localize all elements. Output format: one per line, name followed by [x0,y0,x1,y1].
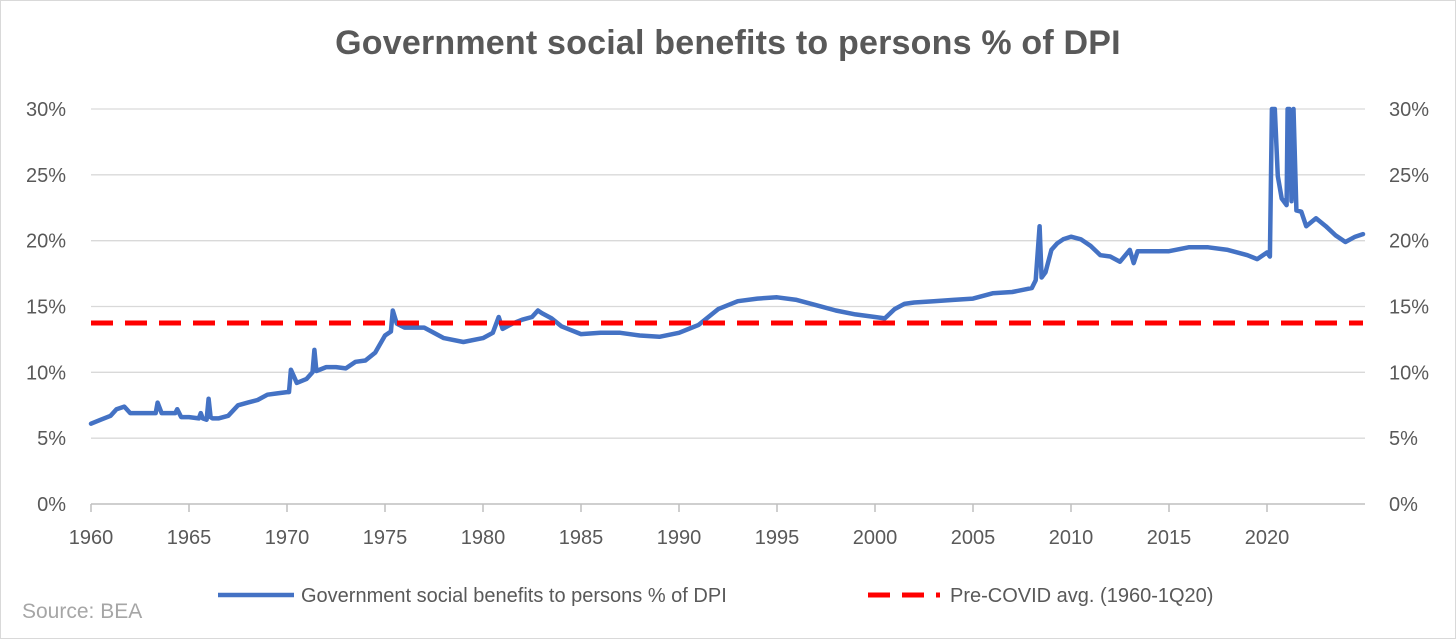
y-tick-label-right: 0% [1389,494,1418,516]
y-tick-label-left: 5% [37,428,66,450]
x-tick-label: 1960 [69,527,114,549]
x-tick-label: 1975 [363,527,408,549]
legend-label-precovid-average: Pre-COVID avg. (1960-1Q20) [950,585,1213,607]
chart-title: Government social benefits to persons % … [335,24,1121,62]
source-note: Source: BEA [22,600,143,623]
x-tick-label: 2005 [951,527,996,549]
y-axis-right: 0% 5% 10% 15% 20% 25% 30% [1389,99,1429,516]
legend: Government social benefits to persons % … [218,585,1213,607]
x-tick-label: 2010 [1049,527,1094,549]
y-tick-label-right: 20% [1389,231,1429,253]
x-tick-label: 1985 [559,527,604,549]
x-tick-label: 2020 [1245,527,1290,549]
y-tick-label-left: 30% [26,99,66,121]
x-tick-label: 1995 [755,527,800,549]
y-tick-label-right: 15% [1389,297,1429,319]
y-tick-label-left: 15% [26,297,66,319]
series-layer [88,106,1366,426]
x-tick-label: 1980 [461,527,506,549]
y-tick-label-left: 20% [26,231,66,253]
gridlines [91,108,1365,439]
y-tick-label-right: 5% [1389,428,1418,450]
y-tick-label-left: 25% [26,165,66,187]
x-tick-label: 2015 [1147,527,1192,549]
x-tick-label: 1970 [265,527,310,549]
y-tick-label-left: 0% [37,494,66,516]
y-tick-label-right: 30% [1389,99,1429,121]
x-tick-label: 1990 [657,527,702,549]
y-tick-label-left: 10% [26,362,66,384]
x-axis: 1960 1965 1970 1975 1980 1985 1990 1995 2000 2005… [69,503,1365,549]
y-tick-label-right: 25% [1389,165,1429,187]
y-tick-label-right: 10% [1389,362,1429,384]
series-line-benefits [88,106,1366,426]
y-axis-left: 0% 5% 10% 15% 20% 25% 30% [26,99,66,516]
legend-label-benefits: Government social benefits to persons % … [301,585,727,607]
x-tick-label: 2000 [853,527,898,549]
x-tick-label: 1965 [167,527,212,549]
